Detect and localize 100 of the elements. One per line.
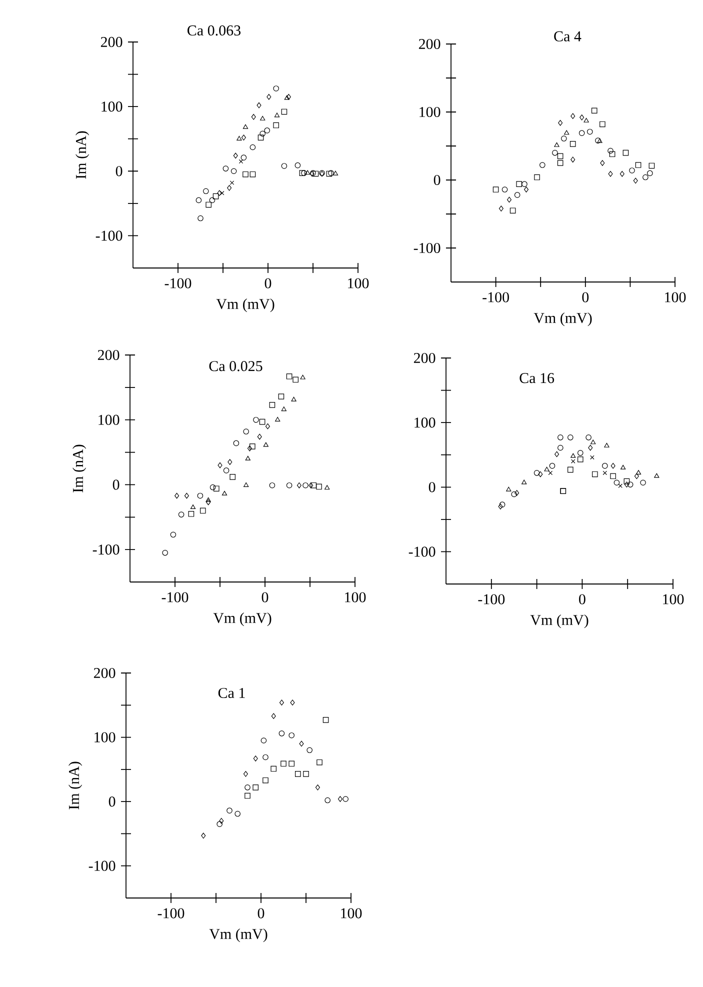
- point: [591, 108, 598, 114]
- point: [604, 442, 610, 448]
- point: [299, 170, 306, 176]
- point: [247, 445, 252, 452]
- chart-title: Ca 4: [554, 31, 582, 42]
- y-tick-label: 100: [420, 106, 440, 118]
- point: [257, 434, 262, 440]
- point: [577, 456, 584, 462]
- point: [291, 396, 296, 402]
- point: [269, 482, 276, 488]
- point: [609, 151, 616, 158]
- point: [233, 152, 238, 159]
- point: [273, 86, 279, 92]
- point: [558, 120, 563, 126]
- point: [534, 174, 540, 180]
- x-tick-label: 0: [258, 908, 264, 918]
- point: [278, 394, 284, 400]
- y-tick-label: 200: [100, 36, 122, 48]
- point: [271, 713, 276, 719]
- point: [642, 174, 648, 180]
- point: [580, 114, 584, 120]
- text: Ca 16: [520, 373, 554, 384]
- point: [586, 128, 593, 135]
- point: [498, 206, 504, 212]
- y-tick-label: 200: [414, 352, 436, 364]
- x-tick-label: 100: [665, 292, 686, 302]
- point: [251, 114, 256, 120]
- point: [206, 497, 211, 502]
- point: [250, 144, 256, 150]
- y-axis-title: Im (nA): [76, 131, 90, 179]
- point: [273, 122, 279, 128]
- y-tick-label: 0: [116, 166, 122, 176]
- point: [270, 766, 276, 772]
- point: [514, 490, 520, 496]
- point: [212, 193, 219, 200]
- point: [597, 138, 602, 143]
- y-axis-title: Im (nA): [72, 444, 86, 492]
- point: [184, 492, 189, 499]
- point: [326, 170, 332, 177]
- point: [322, 717, 329, 723]
- point: [236, 136, 242, 140]
- point: [316, 484, 322, 490]
- y-tick-label: 100: [94, 732, 116, 742]
- y-tick-label: 100: [98, 414, 120, 425]
- point: [190, 504, 196, 510]
- point: [590, 440, 596, 444]
- y-tick-label: 200: [418, 38, 440, 50]
- x-tick-label: 0: [262, 592, 268, 602]
- point: [506, 486, 512, 492]
- point: [584, 118, 589, 122]
- point: [608, 170, 613, 177]
- x-tick-label: -100: [164, 278, 192, 288]
- point: [568, 434, 574, 440]
- point: [602, 462, 608, 469]
- point: [274, 112, 280, 118]
- x-tick-label: -100: [162, 592, 188, 602]
- point: [522, 480, 527, 484]
- y-tick-label: -100: [408, 546, 436, 557]
- point: [647, 170, 653, 176]
- point: [228, 459, 232, 465]
- point: [629, 168, 635, 174]
- point: [275, 416, 280, 422]
- point: [260, 130, 266, 137]
- point: [170, 532, 176, 538]
- point: [608, 148, 614, 154]
- point: [253, 756, 258, 762]
- point: [654, 473, 660, 478]
- point: [217, 190, 222, 196]
- point: [624, 482, 629, 488]
- point: [230, 474, 236, 480]
- point: [226, 808, 232, 814]
- point: [640, 480, 646, 486]
- point: [260, 738, 267, 744]
- point: [600, 121, 606, 128]
- point: [578, 130, 585, 136]
- point: [514, 192, 520, 198]
- point: [577, 450, 584, 456]
- point: [222, 490, 228, 496]
- x-axis-title: Vm (mV): [530, 614, 588, 628]
- point: [241, 134, 246, 140]
- point: [648, 162, 655, 169]
- point: [302, 482, 308, 488]
- point: [308, 482, 314, 488]
- point: [552, 150, 558, 156]
- y-axis-title: Im (nA): [68, 762, 82, 810]
- point: [633, 178, 638, 184]
- point: [234, 810, 240, 817]
- y-tick-label: 100: [102, 102, 122, 112]
- point: [499, 502, 506, 508]
- point: [233, 440, 240, 446]
- point: [558, 444, 564, 451]
- point: [548, 470, 553, 476]
- point: [590, 455, 594, 460]
- point: [620, 464, 626, 470]
- text: Ca 1: [218, 688, 245, 698]
- point: [316, 759, 322, 766]
- point: [244, 784, 250, 790]
- point: [310, 482, 316, 488]
- x-axis-title: Vm (mV): [209, 928, 268, 942]
- point: [286, 373, 292, 380]
